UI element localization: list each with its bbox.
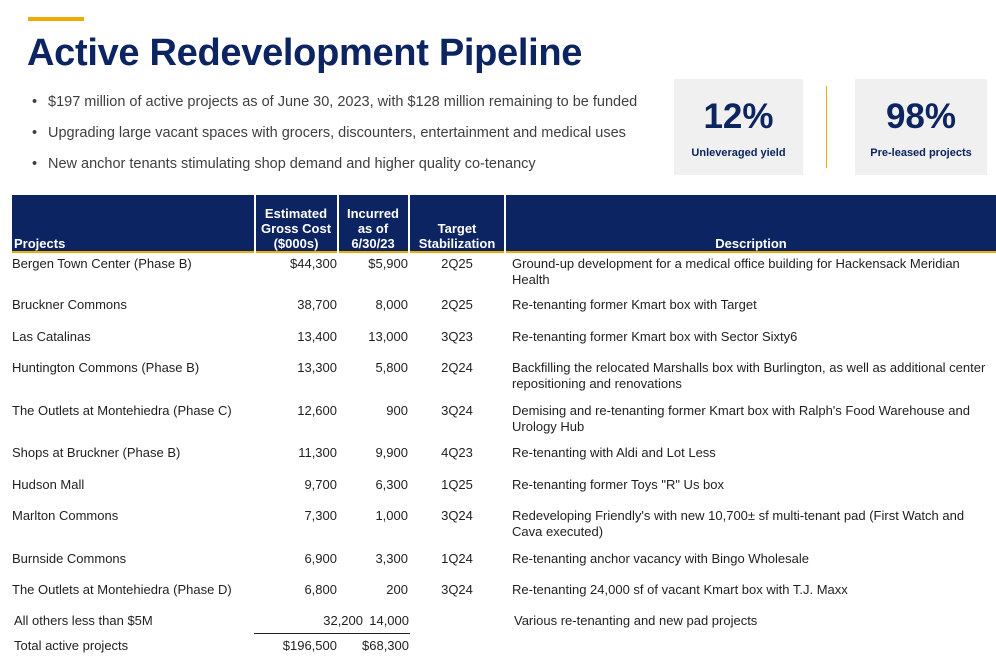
kpi-value: 98%	[885, 97, 957, 136]
project-name: The Outlets at Montehiedra (Phase D)	[12, 582, 232, 597]
target-stabilization: 3Q23	[441, 329, 473, 344]
incurred: 9,900	[375, 445, 408, 460]
target-stabilization: 2Q25	[441, 297, 473, 312]
project-name: Hudson Mall	[12, 477, 85, 492]
incurred: 8,000	[375, 297, 408, 312]
est-cost: $196,500	[282, 638, 337, 653]
target-stabilization: 1Q24	[441, 551, 473, 566]
bullet-item: • $197 million of active projects as of J…	[32, 94, 638, 110]
bullet-item: • Upgrading large vacant spaces with groc…	[32, 125, 626, 141]
kpi-value: 12%	[703, 97, 774, 136]
project-name: Las Catalinas	[12, 329, 91, 344]
kpi-pre-leased: 98% Pre-leased projects	[855, 79, 987, 175]
header-divider	[408, 195, 410, 253]
kpi-divider	[826, 86, 827, 168]
header-description: Description	[715, 236, 787, 251]
incurred: 5,800	[375, 360, 408, 375]
incurred: 13,000	[368, 329, 408, 344]
kpi-unleveraged-yield: 12% Unleveraged yield	[674, 79, 803, 175]
header-divider	[504, 195, 506, 253]
description: Re-tenanting former Kmart box with Secto…	[512, 329, 798, 344]
incurred: 900	[386, 403, 408, 418]
incurred: $5,900	[368, 256, 408, 271]
description: Re-tenanting 24,000 sf of vacant Kmart b…	[512, 582, 848, 597]
est-cost: 13,400	[297, 329, 337, 344]
est-cost: 6,800	[304, 582, 337, 597]
project-name: The Outlets at Montehiedra (Phase C)	[12, 403, 232, 418]
project-name: All others less than $5M	[14, 613, 153, 628]
description: Demising and re-tenanting former Kmart b…	[512, 403, 970, 434]
est-cost: 38,700	[297, 297, 337, 312]
est-cost: 32,200	[323, 613, 363, 628]
target-stabilization: 3Q24	[441, 582, 473, 597]
header-incurred: Incurred as of 6/30/23	[346, 206, 399, 251]
header-target: Target Stabilization	[418, 221, 496, 251]
target-stabilization: 2Q25	[441, 256, 473, 271]
incurred: 14,000	[369, 613, 409, 628]
description: Various re-tenanting and new pad project…	[514, 613, 758, 628]
incurred: $68,300	[362, 638, 409, 653]
est-cost: 9,700	[304, 477, 337, 492]
description: Re-tenanting anchor vacancy with Bingo W…	[512, 551, 810, 566]
est-cost: 7,300	[304, 508, 337, 523]
project-name: Huntington Commons (Phase B)	[12, 360, 200, 375]
incurred: 3,300	[375, 551, 408, 566]
est-cost: 6,900	[304, 551, 337, 566]
accent-bar	[28, 17, 84, 21]
description: Re-tenanting former Kmart box with Targe…	[512, 297, 757, 312]
target-stabilization: 3Q24	[441, 508, 473, 523]
project-name: Total active projects	[14, 638, 129, 653]
header-divider	[337, 195, 339, 253]
description: Backfilling the relocated Marshalls box …	[512, 360, 986, 391]
target-stabilization: 3Q24	[441, 403, 473, 418]
est-cost: 12,600	[297, 403, 337, 418]
est-cost: 13,300	[297, 360, 337, 375]
project-name: Marlton Commons	[12, 508, 119, 523]
incurred: 6,300	[375, 477, 408, 492]
page-title: Active Redevelopment Pipeline	[27, 32, 583, 74]
description: Ground-up development for a medical offi…	[512, 256, 960, 287]
bullet-list: • $197 million of active projects as of J…	[32, 92, 637, 185]
header-divider	[254, 195, 256, 253]
incurred: 200	[386, 582, 408, 597]
kpi-label: Pre-leased projects	[870, 147, 972, 159]
description: Re-tenanting with Aldi and Lot Less	[512, 445, 716, 460]
bullet-item: • New anchor tenants stimulating shop dem…	[32, 156, 536, 172]
header-est-cost: Estimated Gross Cost ($000s)	[260, 206, 332, 251]
project-name: Bergen Town Center (Phase B)	[12, 256, 192, 271]
incurred: 1,000	[375, 508, 408, 523]
total-rule	[254, 633, 410, 634]
header-projects: Projects	[14, 236, 66, 251]
project-name: Burnside Commons	[12, 551, 127, 566]
est-cost: $44,300	[290, 256, 337, 271]
target-stabilization: 1Q25	[441, 477, 473, 492]
kpi-label: Unleveraged yield	[691, 147, 786, 159]
description: Redeveloping Friendly's with new 10,700±…	[512, 508, 965, 539]
project-name: Bruckner Commons	[12, 297, 127, 312]
target-stabilization: 4Q23	[441, 445, 473, 460]
description: Re-tenanting former Toys "R" Us box	[512, 477, 725, 492]
target-stabilization: 2Q24	[441, 360, 473, 375]
est-cost: 11,300	[298, 445, 337, 460]
project-name: Shops at Bruckner (Phase B)	[12, 445, 181, 460]
